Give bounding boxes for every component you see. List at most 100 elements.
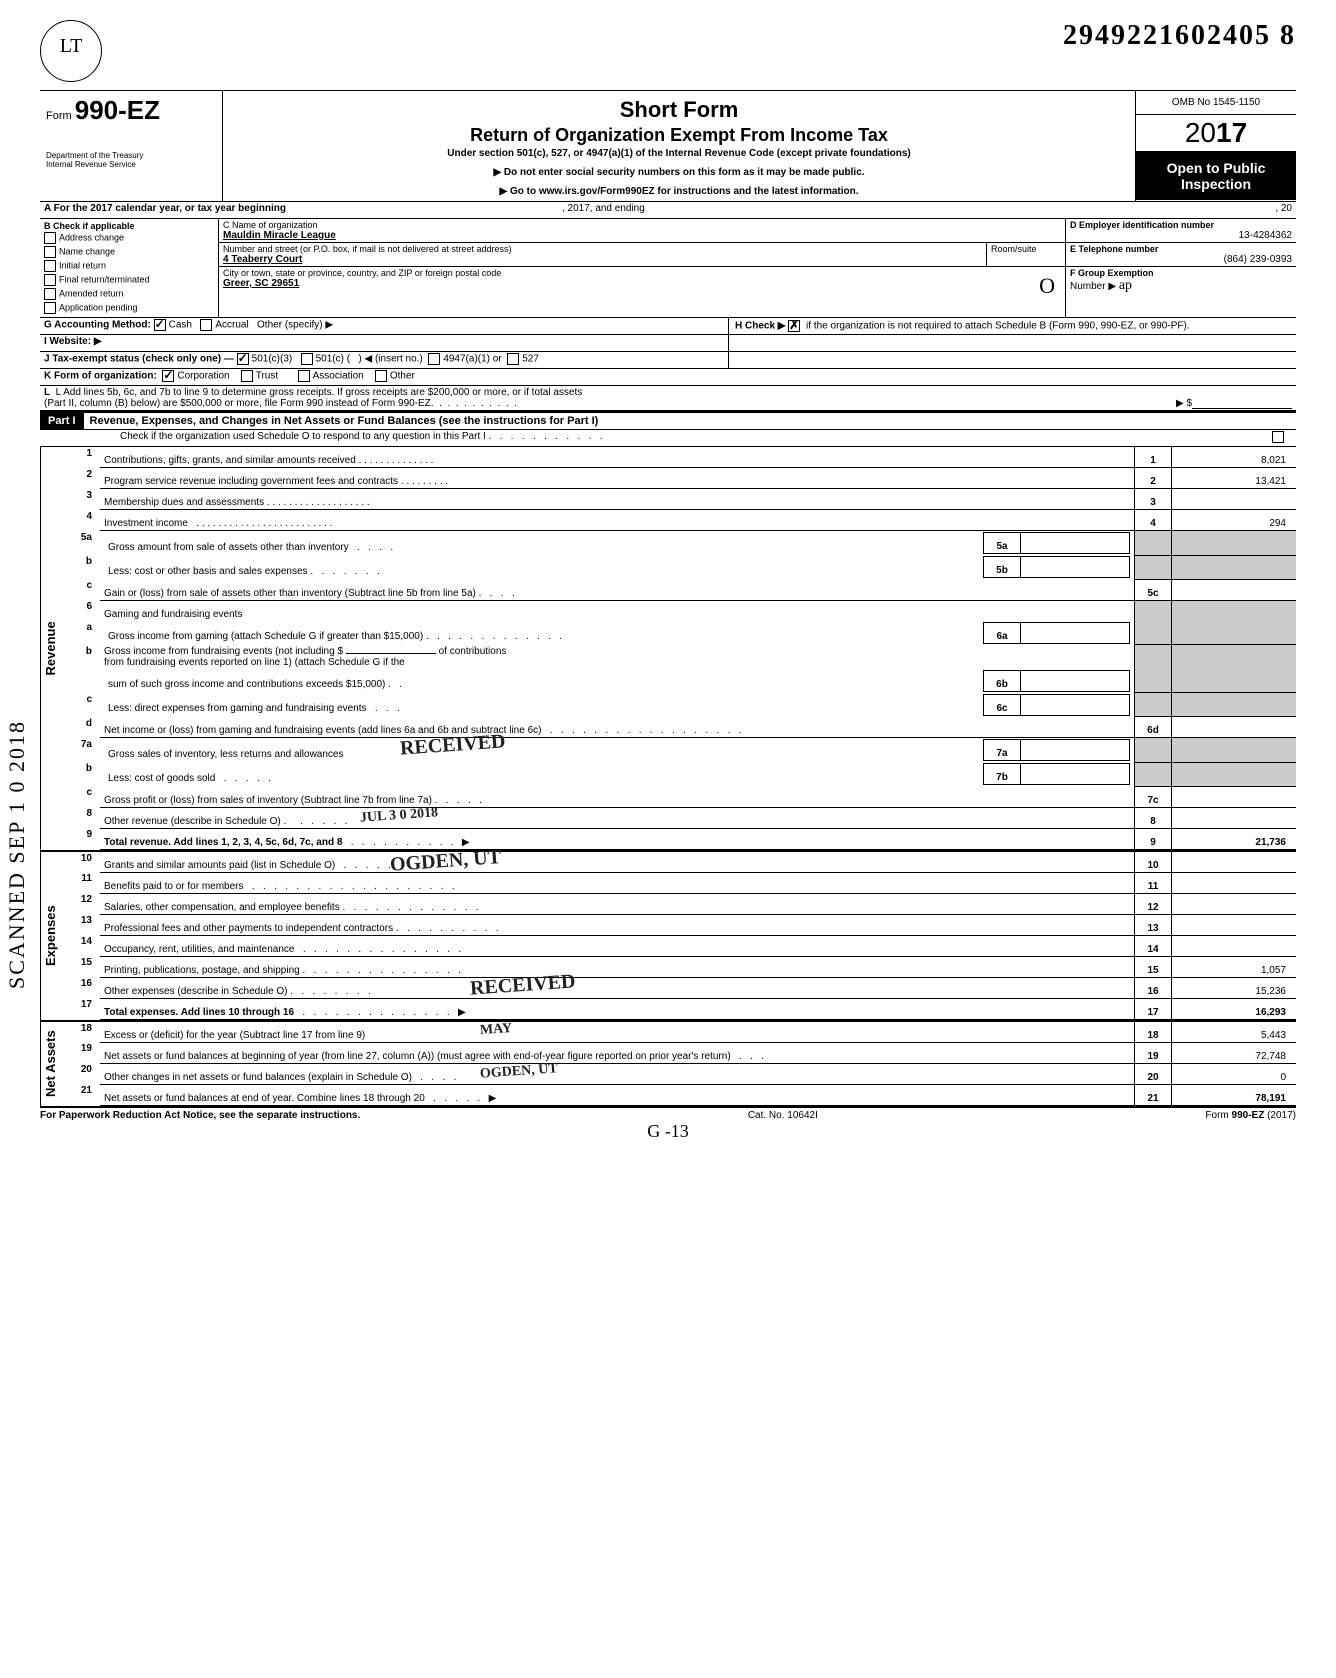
street-label: Number and street (or P.O. box, if mail … [223, 244, 982, 254]
l6b-d3: from fundraising events reported on line… [104, 657, 405, 668]
l10-d: Grants and similar amounts paid (list in… [104, 860, 335, 871]
cb-assoc[interactable] [298, 370, 310, 382]
cb-address-change[interactable] [44, 232, 56, 244]
b-label: B Check if applicable [44, 221, 214, 231]
l6b-d1: Gross income from fundraising events (no… [104, 646, 343, 657]
l16-d: Other expenses (describe in Schedule O) [104, 986, 287, 997]
cb-501c3[interactable] [237, 353, 249, 365]
cb-h[interactable] [788, 320, 800, 332]
cb-4947[interactable] [428, 353, 440, 365]
cb-part1-scho[interactable] [1272, 431, 1284, 443]
k-corp: Corporation [177, 371, 229, 382]
e-label: E Telephone number [1070, 244, 1292, 254]
form-number-bold: 990-EZ [75, 95, 160, 125]
f-label: F Group Exemption [1070, 268, 1292, 278]
j-insert: ◀ (insert no.) [364, 354, 422, 365]
part1-checkline: Check if the organization used Schedule … [120, 431, 486, 442]
l15-amt: 1,057 [1172, 956, 1297, 977]
year-bold: 17 [1216, 117, 1247, 148]
cb-527[interactable] [507, 353, 519, 365]
l5b-d: Less: cost or other basis and sales expe… [108, 566, 308, 577]
h-label: H Check ▶ [735, 321, 785, 332]
stamp-ogden-2: OGDEN, UT [480, 1061, 559, 1082]
side-revenue: Revenue [40, 447, 60, 850]
form-prefix: Form [46, 110, 72, 122]
a-mid: , 2017, and ending [558, 202, 649, 218]
l7b-d: Less: cost of goods sold [108, 773, 215, 784]
l18-d: Excess or (deficit) for the year (Subtra… [104, 1030, 365, 1041]
g-accrual: Accrual [215, 320, 248, 331]
form-header: Form 990-EZ Department of the Treasury I… [40, 90, 1296, 202]
h-rest: if the organization is not required to a… [806, 321, 1190, 332]
side-netassets: Net Assets [40, 1022, 60, 1106]
cb-name-change[interactable] [44, 246, 56, 258]
city-value: Greer, SC 29651 [223, 278, 1061, 289]
l7a-box: 7a [984, 740, 1021, 761]
l21-arrow: ▶ [489, 1093, 497, 1104]
l5a-d: Gross amount from sale of assets other t… [108, 542, 349, 553]
l5c-d: Gain or (loss) from sale of assets other… [104, 588, 476, 599]
l7c-d: Gross profit or (loss) from sales of inv… [104, 795, 432, 806]
a-label: A For the 2017 calendar year, or tax yea… [40, 202, 290, 218]
stamp-date-2: MAY [479, 1020, 512, 1038]
omb-number: OMB No 1545-1150 [1136, 91, 1296, 115]
city-label: City or town, state or province, country… [223, 268, 1061, 278]
cb-app-pending[interactable] [44, 302, 56, 314]
line-a: A For the 2017 calendar year, or tax yea… [40, 202, 1296, 219]
l6c-box: 6c [984, 694, 1021, 715]
l14-d: Occupancy, rent, utilities, and maintena… [104, 944, 294, 955]
l17-arrow: ▶ [458, 1007, 466, 1018]
b-item-2: Initial return [59, 260, 106, 270]
b-item-0: Address change [59, 232, 124, 242]
cb-cash[interactable] [154, 319, 166, 331]
dln-number: 2949221602405 8 [1063, 20, 1296, 52]
tax-year: 2017 [1136, 115, 1296, 152]
short-form-title: Short Form [231, 97, 1127, 123]
footer: For Paperwork Reduction Act Notice, see … [40, 1108, 1296, 1121]
l5a-box: 5a [984, 533, 1021, 554]
l20-amt: 0 [1172, 1063, 1297, 1084]
l5b-box: 5b [984, 557, 1021, 578]
part1-label: Part I [40, 413, 84, 429]
stamp-date-1: JUL 3 0 2018 [360, 805, 439, 826]
cb-accrual[interactable] [200, 319, 212, 331]
l3-d: Membership dues and assessments [104, 497, 264, 508]
l1-d: Contributions, gifts, grants, and simila… [104, 455, 356, 466]
cb-501c[interactable] [301, 353, 313, 365]
cb-amended[interactable] [44, 288, 56, 300]
l8-d: Other revenue (describe in Schedule O) [104, 816, 281, 827]
l6c-d: Less: direct expenses from gaming and fu… [108, 703, 366, 714]
l19-amt: 72,748 [1172, 1042, 1297, 1063]
j-label: J Tax-exempt status (check only one) — [44, 354, 234, 365]
org-name: Mauldin Miracle League [223, 230, 1061, 241]
year-prefix: 20 [1185, 117, 1216, 148]
cb-initial-return[interactable] [44, 260, 56, 272]
section-b: B Check if applicable Address change Nam… [40, 219, 219, 317]
cb-other[interactable] [375, 370, 387, 382]
l4-amt: 294 [1172, 510, 1297, 531]
l6b-d4: sum of such gross income and contributio… [108, 679, 385, 690]
netassets-table: 18 Excess or (deficit) for the year (Sub… [60, 1022, 1296, 1106]
j-4947: 4947(a)(1) or [443, 354, 501, 365]
l6b-d2: of contributions [439, 646, 507, 657]
cb-final-return[interactable] [44, 274, 56, 286]
room-label: Room/suite [986, 243, 1065, 266]
b-item-4: Amended return [59, 288, 124, 298]
cb-corp[interactable] [162, 370, 174, 382]
cb-trust[interactable] [241, 370, 253, 382]
ein-value: 13-4284362 [1070, 230, 1292, 241]
stamp-circle: O [1039, 273, 1055, 299]
side-expenses: Expenses [40, 852, 60, 1020]
logo-circle: LT [40, 20, 102, 82]
j-c3: 501(c)(3) [252, 354, 293, 365]
l1-amt: 8,021 [1172, 447, 1297, 468]
l9-d: Total revenue. Add lines 1, 2, 3, 4, 5c,… [104, 837, 342, 848]
l9-arrow: ▶ [462, 837, 470, 848]
l2-d: Program service revenue including govern… [104, 476, 398, 487]
l6a-d: Gross income from gaming (attach Schedul… [108, 631, 423, 642]
hand-bottom: G -13 [647, 1121, 689, 1141]
l19-d: Net assets or fund balances at beginning… [104, 1051, 731, 1062]
b-item-3: Final return/terminated [59, 274, 150, 284]
l7b-box: 7b [984, 764, 1021, 785]
l13-d: Professional fees and other payments to … [104, 923, 393, 934]
